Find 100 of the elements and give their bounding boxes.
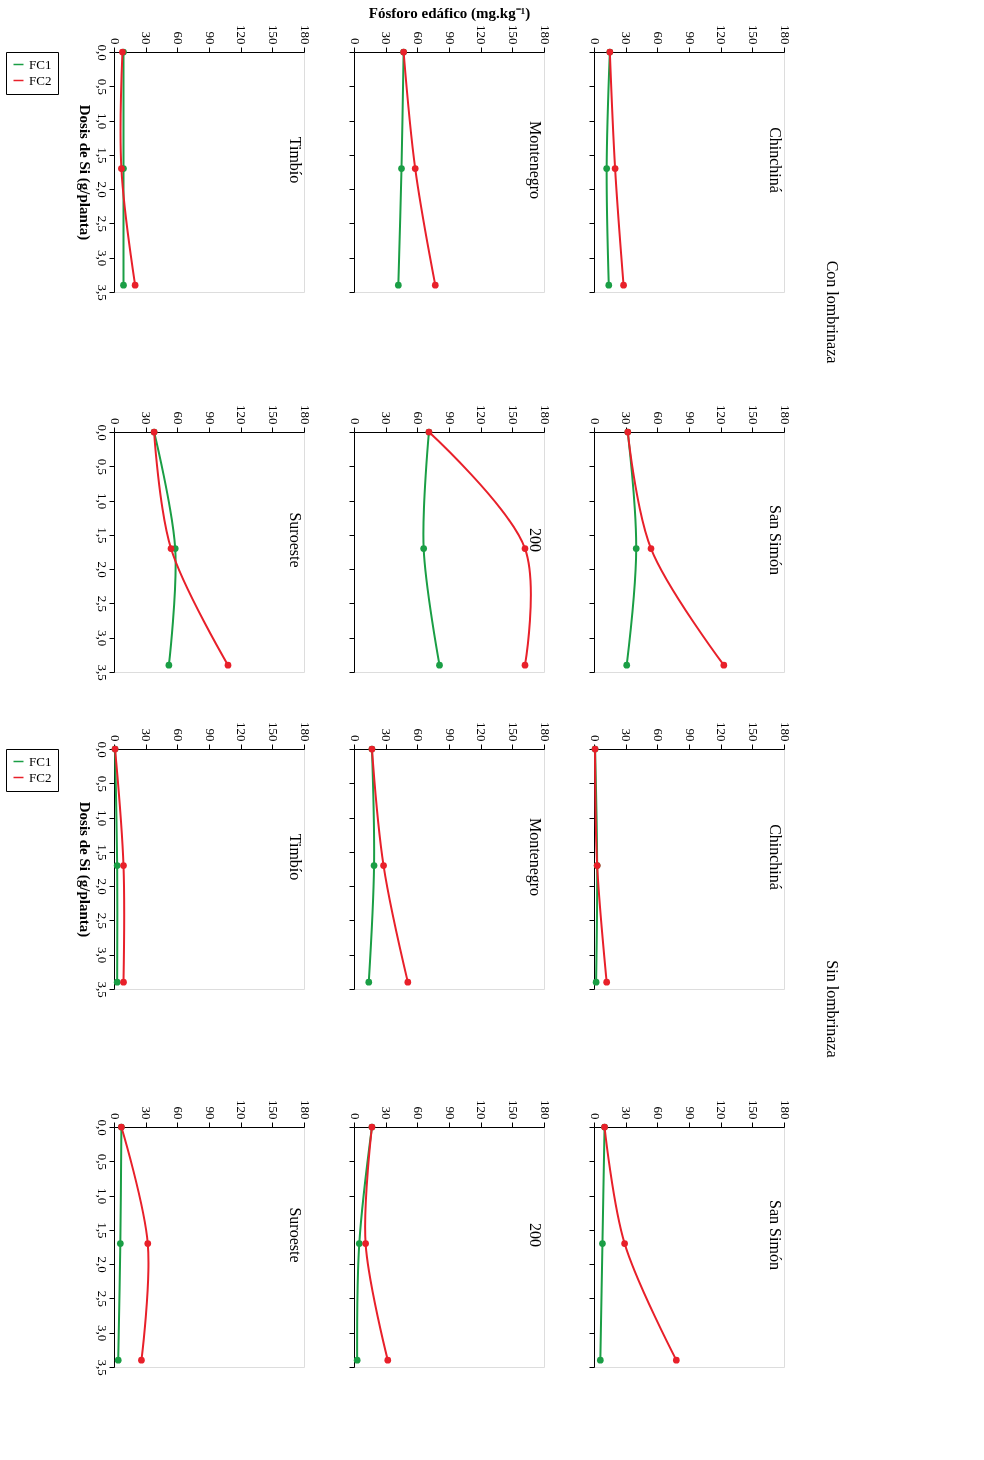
y-tick-label: 2,5 <box>94 595 110 613</box>
y-tick-label: 1,0 <box>94 809 110 827</box>
y-tick-label: 0,5 <box>94 78 110 95</box>
legend-label: FC1 <box>29 56 52 72</box>
y-tick-label: 3,0 <box>94 947 110 964</box>
y-tick-label: 0,5 <box>94 458 110 475</box>
text: Montenegro <box>526 817 544 897</box>
x-tick-label: 60 <box>170 1106 186 1120</box>
x-tick-label: 30 <box>139 411 155 425</box>
x-tick-label: 120 <box>234 405 250 425</box>
y-tick-label: 0,5 <box>94 1153 110 1170</box>
point <box>167 545 175 552</box>
x-tick-label: 90 <box>442 1106 458 1120</box>
x-tick-label: 0 <box>587 735 603 742</box>
point <box>144 1240 152 1247</box>
y-axis-title: Dosis de Si (g/planta) <box>75 104 93 241</box>
x-tick-label: 150 <box>745 25 761 45</box>
y-tick-label: 3,0 <box>94 250 110 267</box>
x-tick-label: 60 <box>650 1106 666 1120</box>
text: Sin lombrinaza <box>824 960 841 1058</box>
x-tick-label: 180 <box>297 1100 313 1120</box>
text: Chinchiná <box>767 824 784 890</box>
text: San Simón <box>767 1200 784 1270</box>
x-tick-label: 30 <box>139 728 155 742</box>
text: 200 <box>527 1223 544 1247</box>
x-tick-label: 180 <box>297 25 313 45</box>
point <box>224 661 232 669</box>
y-tick-label: 3,5 <box>94 1359 110 1376</box>
y-tick-label: 1,0 <box>94 112 110 130</box>
x-tick-label: 0 <box>347 418 363 425</box>
x-tick-label: 150 <box>745 405 761 425</box>
x-tick-label: 180 <box>537 25 553 45</box>
x-tick-label: 180 <box>777 1100 793 1120</box>
x-tick-label: 0 <box>587 38 603 45</box>
x-tick-label: 30 <box>379 411 395 425</box>
y-tick-label: 1,5 <box>94 527 110 544</box>
x-tick-label: 90 <box>202 1106 218 1120</box>
y-tick-label: 2,5 <box>94 1290 110 1308</box>
text: Timbío <box>287 833 304 881</box>
x-tick-label: 180 <box>297 722 313 742</box>
point <box>113 862 121 869</box>
y-tick-label: 1,5 <box>94 1222 110 1239</box>
x-tick-label: 150 <box>265 25 281 45</box>
x-tick-label: 60 <box>170 728 186 742</box>
x-tick-label: 0 <box>347 1113 363 1120</box>
x-tick-label: 30 <box>139 1106 155 1120</box>
x-axis-title: Fósforo edáfico (mg.kg⁻¹) <box>368 5 531 22</box>
point <box>120 978 127 986</box>
y-tick-label: 1,5 <box>94 844 110 861</box>
x-tick-label: 30 <box>379 728 395 742</box>
x-tick-label: 180 <box>297 405 313 425</box>
legend-label: FC1 <box>29 753 52 769</box>
y-tick-label: 2,5 <box>94 215 110 233</box>
y-axis-title: Dosis de Si (g/planta) <box>75 801 93 938</box>
y-tick-label: 3,0 <box>94 630 110 647</box>
x-tick-label: 150 <box>745 1100 761 1120</box>
x-tick-label: 90 <box>442 411 458 425</box>
x-tick-label: 120 <box>474 405 490 425</box>
y-tick-label: 3,5 <box>94 981 110 998</box>
x-tick-label: 0 <box>587 1113 603 1120</box>
x-tick-label: 120 <box>714 25 730 45</box>
text: Montenegro <box>526 120 544 200</box>
y-tick-label: 2,0 <box>94 1256 110 1273</box>
x-tick-label: 0 <box>107 38 123 45</box>
x-tick-label: 120 <box>714 722 730 742</box>
y-tick-label: 0,0 <box>94 44 110 61</box>
x-tick-label: 0 <box>107 418 123 425</box>
x-tick-label: 60 <box>650 728 666 742</box>
x-tick-label: 120 <box>714 405 730 425</box>
y-tick-label: 3,5 <box>94 284 110 301</box>
x-tick-label: 150 <box>505 25 521 45</box>
x-tick-label: 30 <box>619 1106 635 1120</box>
x-tick-label: 0 <box>107 735 123 742</box>
x-tick-label: 150 <box>505 1100 521 1120</box>
x-tick-label: 180 <box>777 25 793 45</box>
y-tick-label: 3,0 <box>94 1325 110 1342</box>
x-tick-label: 180 <box>537 405 553 425</box>
point <box>131 281 139 289</box>
x-tick-label: 60 <box>410 1106 426 1120</box>
x-tick-label: 30 <box>379 1106 395 1120</box>
x-tick-label: 180 <box>537 1100 553 1120</box>
x-tick-label: 150 <box>505 722 521 742</box>
point <box>138 1356 145 1364</box>
x-tick-label: 0 <box>347 38 363 45</box>
x-tick-label: 90 <box>442 728 458 742</box>
x-tick-label: 60 <box>170 411 186 425</box>
x-tick-label: 30 <box>619 728 635 742</box>
x-tick-label: 90 <box>202 31 218 45</box>
legend-label: FC2 <box>29 72 52 88</box>
y-tick-label: 2,5 <box>94 912 110 930</box>
x-tick-label: 150 <box>505 405 521 425</box>
x-tick-label: 90 <box>202 411 218 425</box>
text: Suroeste <box>287 1207 304 1263</box>
y-tick-label: 3,5 <box>94 664 110 681</box>
x-tick-label: 120 <box>474 25 490 45</box>
point <box>113 978 121 986</box>
x-tick-label: 30 <box>619 411 635 425</box>
x-tick-label: 120 <box>474 722 490 742</box>
x-tick-label: 90 <box>682 728 698 742</box>
x-tick-label: 90 <box>682 411 698 425</box>
